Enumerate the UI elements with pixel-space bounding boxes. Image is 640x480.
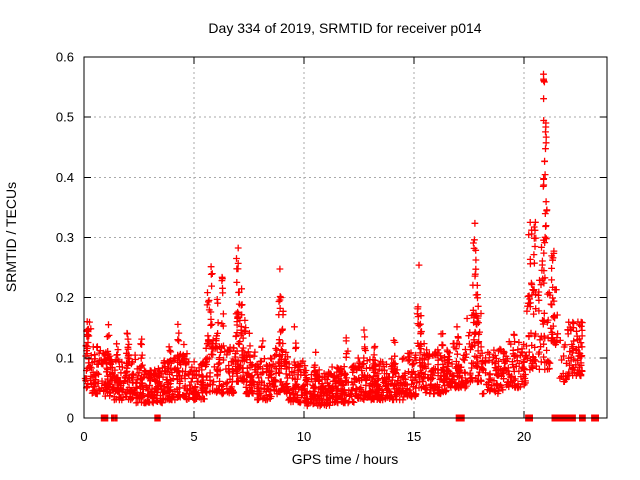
x-tick-label: 15 bbox=[407, 429, 421, 444]
y-tick-label: 0 bbox=[67, 411, 74, 426]
scatter-series bbox=[81, 70, 599, 422]
y-tick-label: 0.5 bbox=[56, 110, 74, 125]
y-tick-label: 0.2 bbox=[56, 290, 74, 305]
x-tick-label: 20 bbox=[517, 429, 531, 444]
y-tick-label: 0.3 bbox=[56, 230, 74, 245]
y-axis-label: SRMTID / TECUs bbox=[3, 182, 19, 292]
y-tick-label: 0.6 bbox=[56, 50, 74, 65]
x-tick-label: 0 bbox=[80, 429, 87, 444]
axes: 0 5 10 15 20 0 0.1 0.2 0.3 0.4 0.5 0.6 bbox=[56, 50, 608, 444]
x-axis-label: GPS time / hours bbox=[292, 451, 399, 467]
plot-title: Day 334 of 2019, SRMTID for receiver p01… bbox=[208, 20, 481, 36]
y-tick-label: 0.4 bbox=[56, 170, 74, 185]
x-tick-label: 10 bbox=[297, 429, 311, 444]
x-tick-label: 5 bbox=[190, 429, 197, 444]
y-tick-label: 0.1 bbox=[56, 350, 74, 365]
scatter-points bbox=[81, 70, 586, 410]
